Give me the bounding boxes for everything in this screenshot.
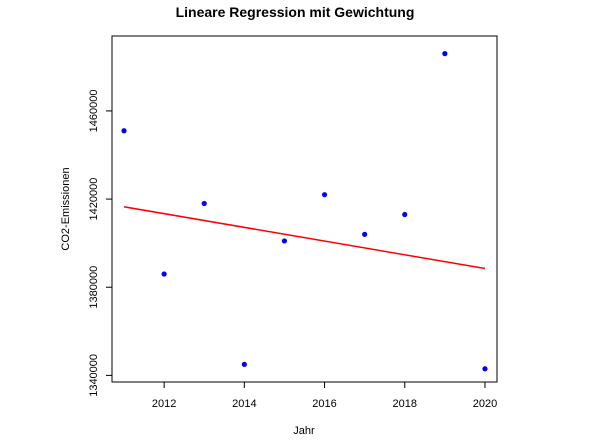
points-layer (121, 51, 488, 372)
y-axis: 1340000 1380000 1420000 1460000 (88, 90, 112, 397)
data-point (281, 238, 288, 244)
data-point (201, 200, 207, 207)
data-point (442, 51, 448, 57)
regression-line (123, 206, 486, 270)
data-point (121, 128, 127, 134)
x-axis: 2012 2014 2016 2018 2020 (152, 381, 497, 410)
y-tick-label: 1460000 (88, 90, 100, 133)
x-tick-label: 2016 (312, 398, 336, 410)
chart-title: Lineare Regression mit Gewichtung (176, 4, 415, 20)
x-tick-label: 2018 (393, 398, 417, 410)
y-tick-label: 1380000 (88, 266, 100, 309)
data-point (482, 366, 488, 372)
data-point (402, 211, 408, 218)
data-point (161, 271, 167, 277)
data-point (241, 361, 247, 367)
data-point (362, 231, 368, 237)
data-point (321, 192, 328, 198)
plot-frame (111, 35, 498, 383)
x-tick-label: 2020 (473, 398, 497, 410)
y-tick-label: 1340000 (88, 354, 100, 397)
x-tick-label: 2014 (232, 398, 256, 410)
y-axis-label: CO2-Emissionen (60, 167, 72, 250)
y-tick-label: 1420000 (88, 178, 100, 221)
regression-layer (123, 206, 486, 270)
x-axis-label: Jahr (293, 425, 315, 437)
x-tick-label: 2012 (152, 398, 176, 410)
